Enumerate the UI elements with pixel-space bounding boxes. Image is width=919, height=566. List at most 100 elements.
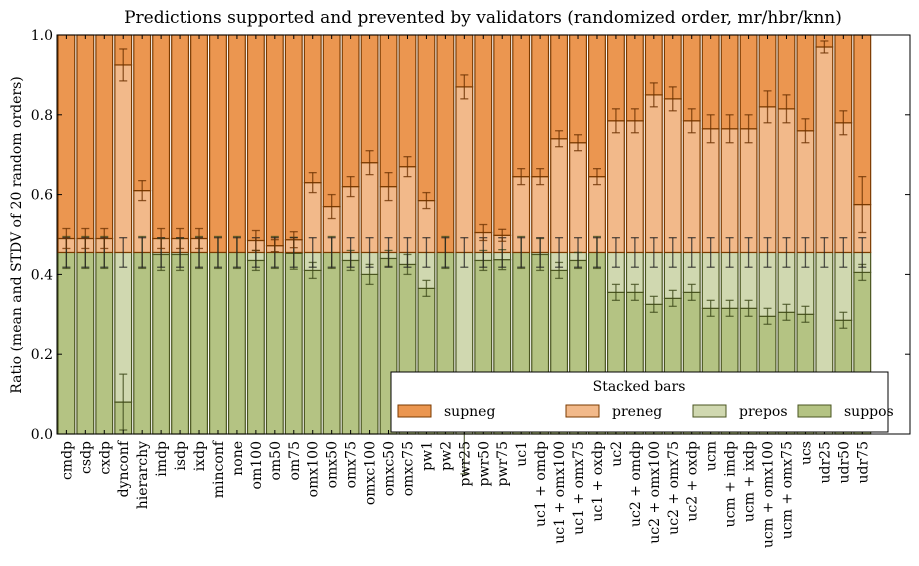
bar-supneg: [133, 34, 152, 192]
x-tick-label: minconf: [211, 439, 227, 498]
error-bar-positives: [782, 237, 791, 268]
bar-supneg: [284, 34, 303, 241]
y-tick-label: 1.0: [31, 28, 53, 44]
bar-suppos: [95, 251, 114, 435]
error-bar-suppos: [649, 295, 658, 313]
bar-supneg: [209, 34, 227, 254]
bar-supneg: [493, 34, 512, 236]
error-bar-positives: [403, 237, 412, 268]
bar-supneg: [682, 34, 701, 122]
error-bar-negatives: [687, 108, 696, 134]
error-bar-negatives: [422, 191, 431, 210]
bar-suppos: [76, 251, 95, 435]
bar-preneg: [114, 64, 133, 254]
x-tick-label: uc1 + omx100: [552, 441, 568, 544]
bar-suppos: [190, 251, 208, 435]
error-bar-positives: [592, 237, 601, 268]
bar-preneg: [720, 128, 739, 254]
bar-suppos: [152, 253, 171, 435]
bars-group: [57, 34, 872, 435]
error-bar-negatives: [706, 114, 715, 144]
y-tick-label: 0.4: [31, 267, 53, 283]
error-bar-negatives: [574, 134, 583, 152]
legend-entry-supneg: supneg: [397, 404, 495, 420]
x-tick-label: cxdp: [97, 441, 113, 475]
x-tick-label: none: [230, 441, 246, 476]
error-bar-positives: [232, 237, 241, 268]
error-bar-negatives: [763, 90, 772, 124]
x-tick-label: cmdp: [59, 441, 75, 480]
y-tick-label: 0.6: [31, 188, 53, 204]
error-bar-negatives: [555, 130, 564, 148]
x-tick-label: omx50: [325, 441, 341, 488]
error-bar-positives: [327, 237, 336, 268]
x-tick-label: ucm + imdp: [723, 441, 739, 527]
error-bar-negatives: [668, 86, 677, 112]
bar-preneg: [701, 128, 720, 254]
error-bar-negatives: [592, 168, 601, 186]
error-bar-positives: [820, 237, 829, 268]
error-bar-negatives: [820, 40, 829, 54]
error-bar-positives: [346, 237, 355, 268]
x-tick-label: hierarchy: [135, 441, 151, 509]
error-bar-positives: [422, 237, 431, 268]
bar-suppos: [133, 251, 152, 435]
x-tick-label: ucm + omx100: [761, 441, 777, 548]
y-tick-label: 0.2: [31, 347, 53, 363]
bar-suppos: [209, 251, 227, 435]
x-tick-label: udr75: [855, 441, 871, 484]
error-bar-negatives: [176, 227, 185, 250]
error-bar-negatives: [81, 227, 90, 250]
error-bar-positives: [365, 237, 374, 268]
error-bar-suppos: [668, 289, 677, 307]
bar-preneg: [834, 122, 853, 254]
error-bar-suppos: [422, 279, 431, 297]
error-bars-group: [62, 40, 867, 475]
error-bar-negatives: [744, 114, 753, 144]
bar-supneg: [152, 34, 171, 240]
legend-label: suppos: [844, 404, 894, 420]
bar-supneg: [171, 34, 190, 240]
x-tick-label: ucm + ixdp: [742, 441, 758, 522]
x-tick-label: omx75: [344, 441, 360, 488]
x-tick-label: isdp: [173, 441, 189, 471]
error-bar-negatives: [839, 110, 848, 136]
error-bar-positives: [668, 237, 677, 268]
error-bar-suppos: [687, 283, 696, 301]
bar-preneg: [569, 142, 588, 254]
x-tick-label: ucm + omx75: [779, 441, 795, 539]
error-bar-negatives: [157, 227, 166, 250]
x-tick-label: uc2 + oxdp: [685, 441, 701, 522]
x-tick-label: omx100: [306, 441, 322, 497]
error-bar-positives: [706, 237, 715, 268]
x-tick-label: udr25: [817, 441, 833, 484]
error-bar-positives: [460, 237, 469, 268]
error-bar-negatives: [630, 108, 639, 134]
bar-suppos: [303, 269, 322, 435]
bar-preneg: [663, 98, 682, 254]
x-tick-label: uc2 + omdp: [628, 441, 644, 527]
x-tick-label: uc1 + oxdp: [590, 441, 606, 522]
error-bar-negatives: [270, 239, 279, 253]
error-bar-suppos: [706, 299, 715, 317]
error-bar-suppos: [630, 283, 639, 301]
error-bar-negatives: [327, 193, 336, 220]
bar-supneg: [512, 34, 531, 178]
legend-label: prepos: [739, 404, 788, 420]
error-bar-negatives: [384, 172, 393, 202]
x-tick-label: omxc75: [400, 441, 416, 496]
legend-swatch: [397, 404, 432, 418]
error-bar-negatives: [801, 118, 810, 144]
bar-supneg: [796, 34, 815, 132]
chart-title: Predictions supported and prevented by v…: [124, 8, 842, 28]
bar-suppos: [57, 251, 76, 435]
error-bar-positives: [555, 237, 564, 268]
error-bar-positives: [801, 237, 810, 268]
y-tick-label: 0.0: [31, 427, 53, 443]
bar-preneg: [815, 46, 834, 254]
bar-supneg: [57, 34, 76, 240]
error-bar-suppos: [801, 305, 810, 323]
bar-supneg: [625, 34, 644, 122]
bar-supneg: [398, 34, 417, 168]
